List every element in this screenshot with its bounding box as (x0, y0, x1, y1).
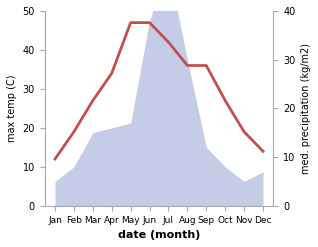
Y-axis label: max temp (C): max temp (C) (7, 75, 17, 142)
X-axis label: date (month): date (month) (118, 230, 200, 240)
Y-axis label: med. precipitation (kg/m2): med. precipitation (kg/m2) (301, 43, 311, 174)
